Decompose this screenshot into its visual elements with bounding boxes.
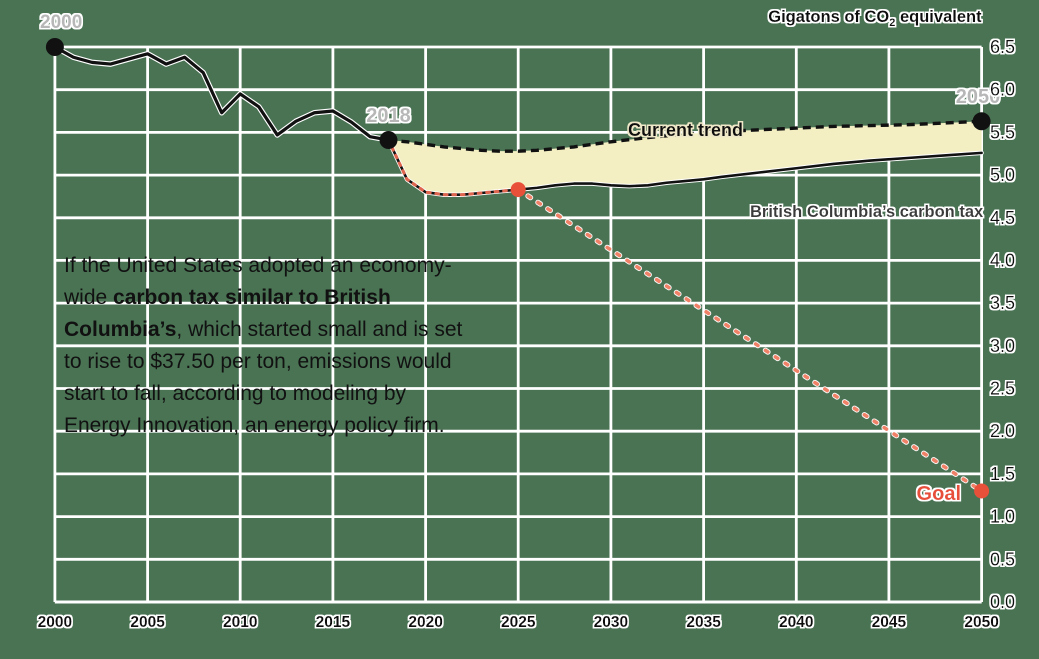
svg-text:2025: 2025 [501,614,536,631]
svg-text:1.0: 1.0 [990,507,1015,527]
svg-text:5.5: 5.5 [990,122,1015,142]
svg-text:2010: 2010 [223,614,257,631]
svg-text:2045: 2045 [872,614,907,631]
svg-text:3.0: 3.0 [990,336,1015,356]
svg-text:2035: 2035 [686,614,721,631]
svg-text:3.5: 3.5 [990,293,1015,313]
svg-text:4.5: 4.5 [990,208,1015,228]
svg-text:2000: 2000 [38,614,72,631]
svg-text:0.0: 0.0 [990,592,1015,612]
svg-text:British Columbia’s carbon tax: British Columbia’s carbon tax [750,203,984,221]
svg-text:2000: 2000 [40,12,82,33]
svg-text:1.5: 1.5 [990,464,1015,484]
svg-text:2005: 2005 [130,614,165,631]
svg-text:2050: 2050 [964,614,998,631]
svg-text:2020: 2020 [408,614,442,631]
svg-text:4.0: 4.0 [990,250,1015,270]
svg-text:2.0: 2.0 [990,421,1015,441]
svg-text:2015: 2015 [316,614,351,631]
svg-text:5.0: 5.0 [990,165,1015,185]
svg-text:0.5: 0.5 [990,549,1015,569]
svg-text:Current trend: Current trend [628,120,743,140]
svg-text:6.5: 6.5 [990,37,1015,57]
svg-text:Goal: Goal [917,483,961,505]
svg-text:2040: 2040 [779,614,813,631]
svg-text:2.5: 2.5 [990,379,1015,399]
svg-text:6.0: 6.0 [990,80,1015,100]
svg-text:2030: 2030 [594,614,628,631]
svg-text:Gigatons of CO2 equivalent: Gigatons of CO2 equivalent [768,8,982,29]
svg-text:2018: 2018 [366,105,411,127]
